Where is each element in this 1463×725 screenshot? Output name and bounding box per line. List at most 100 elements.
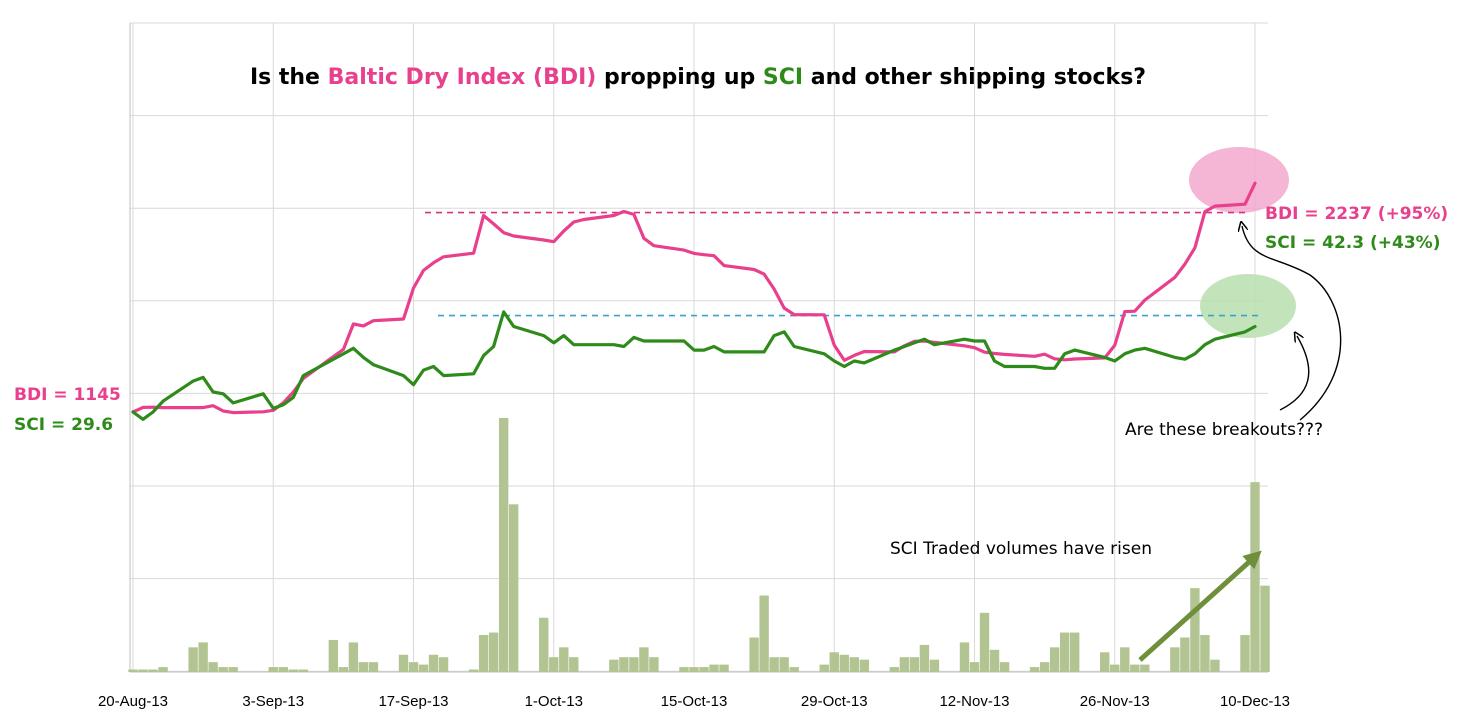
volume-bar [408,662,419,672]
volume-bar [1200,635,1210,672]
volume-bar [1130,664,1140,672]
volume-bar [1260,585,1270,672]
volume-bar [128,669,138,672]
volume-bar [1049,647,1060,672]
x-tick-label: 10-Dec-13 [1220,693,1290,710]
title-part-2: propping up [596,65,763,90]
volume-bar [228,667,238,672]
volume-bar [208,662,218,672]
volume-bar [1250,482,1260,672]
volumes-annotation: SCI Traded volumes have risen [890,539,1152,559]
volume-bar [508,504,519,672]
volume-bar [699,667,709,672]
volume-bar [1240,635,1250,672]
volume-bar [679,667,689,672]
volume-bar [1140,664,1150,672]
volume-bar [1069,632,1080,672]
volume-bar [428,654,439,672]
volume-bar [859,659,870,672]
volume-bar [759,595,769,672]
volume-bar [198,642,208,672]
volume-bar [719,664,729,672]
volume-bar [819,664,829,672]
volume-bar [1120,647,1130,672]
volume-bar [619,657,629,672]
volume-bar [629,657,639,672]
volume-bar [368,662,379,672]
volume-bar [1180,637,1190,672]
volume-bar [689,667,699,672]
volume-bar [1190,588,1200,672]
volume-bar [609,659,619,672]
chart-title: Is the Baltic Dry Index (BDI) propping u… [250,65,1146,90]
volume-bar [569,657,579,672]
volume-trend-arrow [1138,550,1262,662]
arrow-to-bdi-breakout [1242,226,1342,421]
volume-bar [829,652,839,672]
sci-end-label: SCI = 42.3 (+43%) [1265,233,1440,253]
sci-series-line [131,310,1257,421]
x-tick-label: 26-Nov-13 [1080,693,1150,710]
volume-bar [328,639,339,672]
arrow-to-sci-breakout [1279,336,1310,411]
volume-bar [298,669,309,672]
volume-bar [468,669,479,672]
volume-bar [1059,632,1070,672]
volume-bar [979,612,990,672]
title-bdi-name: Baltic Dry Index (BDI) [328,65,597,90]
volume-bar [478,635,489,672]
volume-bar [1170,647,1180,672]
volume-bar [348,642,359,672]
volume-bar [218,667,228,672]
volume-bar [288,669,298,672]
volume-bar [639,647,649,672]
volume-bar [358,662,369,672]
volume-bar [498,418,509,672]
volume-bar [649,657,659,672]
x-tick-label: 3-Sep-13 [242,693,304,710]
title-part-1: Is the [250,65,328,90]
volume-bar [278,667,288,672]
volume-bars [128,418,1270,672]
volume-bar [1029,667,1040,672]
volume-bar [919,644,930,672]
volume-bar [158,667,168,672]
volume-bar [559,647,569,672]
volume-bar [148,669,158,672]
volume-bar [969,662,980,672]
breakout-highlights [1189,147,1296,338]
volume-bar [749,637,759,672]
bdi-breakout-highlight [1189,147,1289,213]
series-lines [131,181,1257,421]
x-tick-label: 17-Sep-13 [378,693,448,710]
volume-bar [709,664,719,672]
volume-bar [779,657,789,672]
volume-bar [438,657,449,672]
volume-bar [1110,664,1120,672]
volume-bar [488,632,499,672]
volume-bar [909,657,920,672]
x-tick-label: 15-Oct-13 [661,693,728,710]
x-tick-label: 12-Nov-13 [939,693,1009,710]
volume-bar [549,657,559,672]
volume-bar [418,664,429,672]
volume-bar [989,649,1000,672]
volume-bar [899,657,910,672]
volume-bar [138,669,148,672]
volume-bar [1039,662,1050,672]
volume-bar [268,667,278,672]
x-tick-label: 20-Aug-13 [98,693,168,710]
breakouts-annotation: Are these breakouts??? [1125,420,1323,440]
title-sci-name: SCI [763,65,803,90]
volume-bar [839,654,849,672]
x-tick-label: 29-Oct-13 [801,693,868,710]
volume-bar [999,662,1010,672]
reference-lines [425,211,1262,317]
volume-bar [1210,659,1220,672]
volume-bar [959,642,970,672]
x-axis-tick-labels: 20-Aug-13 3-Sep-13 17-Sep-13 1-Oct-13 15-Oct… [98,693,1290,710]
volume-bar [539,617,549,672]
volume-bar [789,667,799,672]
volume-bar [929,659,940,672]
